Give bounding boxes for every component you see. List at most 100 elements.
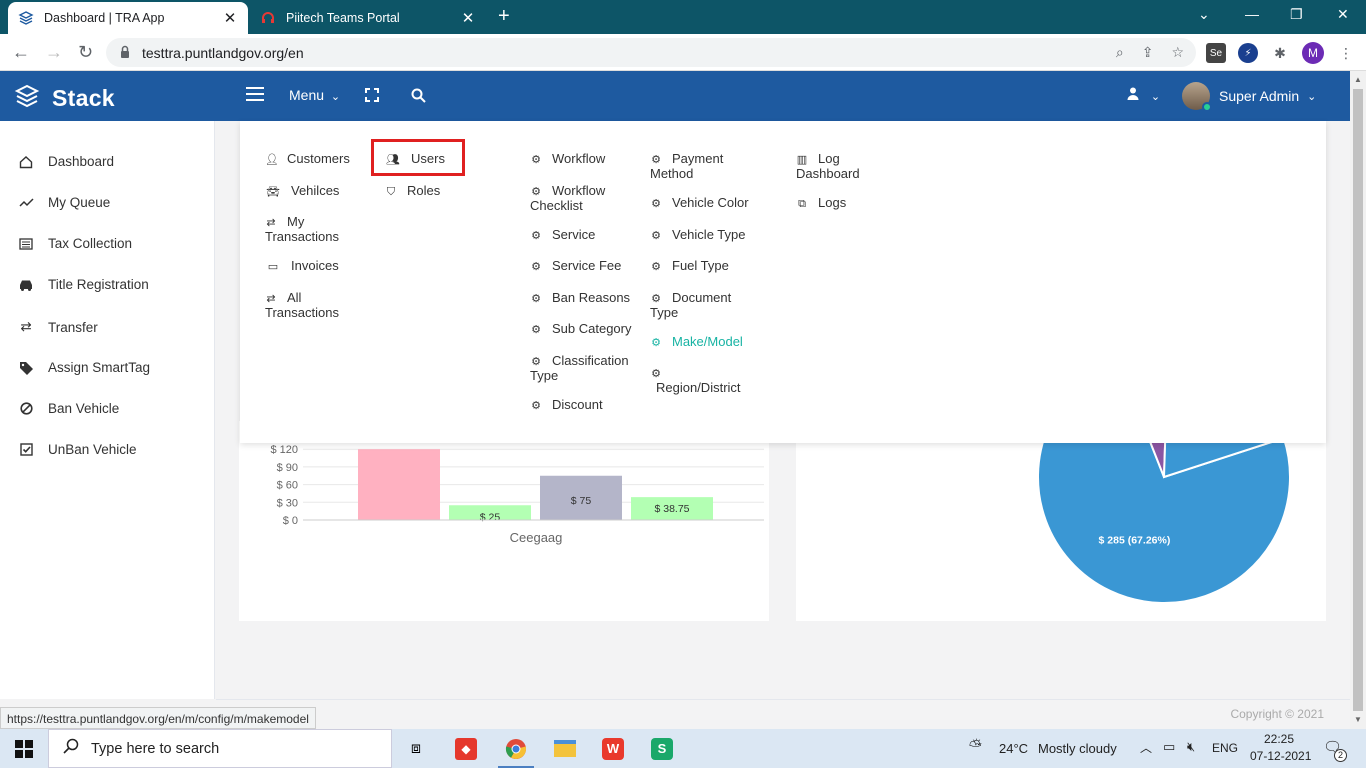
menu-item-label: Region/District (656, 380, 741, 395)
volume-muted-icon[interactable]: 🔇︎ (1187, 739, 1196, 754)
clock-time[interactable]: 22:25 (1264, 732, 1295, 746)
menu-item-document-type[interactable]: ⚙ Document Type (650, 291, 731, 319)
menu-item-label: Transactions (265, 305, 339, 320)
new-tab-button[interactable]: + (498, 5, 510, 27)
brand[interactable]: Stack (14, 83, 115, 114)
url-text: testtra.puntlandgov.org/en (142, 45, 304, 61)
sidebar-item-tax-collection[interactable]: Tax Collection (18, 236, 132, 251)
bookmark-star-icon[interactable]: ☆ (1171, 44, 1184, 60)
menu-item-customers[interactable]: 👤︎ Customers (265, 152, 350, 167)
tray-chevron-up-icon[interactable]: ︿ (1140, 741, 1153, 755)
menu-item-label: Payment (672, 151, 724, 166)
fullscreen-icon[interactable] (365, 88, 379, 107)
taskbar-app-wps[interactable]: W (589, 729, 637, 768)
search-icon (63, 738, 79, 759)
scroll-down-arrow[interactable]: ▼ (1354, 715, 1362, 724)
close-icon[interactable]: ✕ (223, 10, 237, 27)
search-icon[interactable] (411, 88, 426, 108)
menu-item-workflow[interactable]: ⚙ Workflow (530, 152, 605, 167)
taskbar-app-sheets[interactable]: S (638, 729, 686, 768)
sidebar-item-transfer[interactable]: ⇄ Transfer (18, 319, 97, 335)
share-icon[interactable]: ⇪ (1141, 44, 1154, 60)
menu-item-classification-type[interactable]: ⚙ Classification Type (530, 354, 629, 382)
clock-date[interactable]: 07-12-2021 (1250, 749, 1312, 763)
gear-icon: ⚙ (651, 293, 661, 305)
taskbar-app-anydesk[interactable]: ◆ (442, 729, 490, 768)
back-button[interactable]: ← (12, 42, 30, 62)
sidebar-item-title-registration[interactable]: Title Registration (18, 277, 149, 292)
minimize-button[interactable]: — (1245, 6, 1259, 22)
menu-item-sub-category[interactable]: ⚙ Sub Category (530, 322, 631, 337)
menu-item-my-transactions[interactable]: ⇄ My Transactions (265, 215, 339, 243)
menu-item-vehicles[interactable]: 🚘︎ Vehilces (265, 184, 339, 199)
menu-item-roles[interactable]: ⛉ Roles (385, 184, 440, 199)
menu-item-ban-reasons[interactable]: ⚙ Ban Reasons (530, 291, 630, 306)
menu-item-workflow-checklist[interactable]: ⚙ Workflow Checklist (530, 184, 605, 212)
taskbar-app-chrome[interactable] (492, 729, 540, 768)
task-view-button[interactable]: ⧈ (392, 729, 440, 768)
sidebar-item-my-queue[interactable]: My Queue (18, 195, 110, 210)
weather-temperature[interactable]: 24°C (999, 741, 1029, 756)
close-icon[interactable]: ✕ (461, 10, 475, 27)
menu-item-log-dashboard[interactable]: ▥ Log Dashboard (796, 152, 860, 180)
menu-item-all-transactions[interactable]: ⇄ All Transactions (265, 291, 339, 319)
reload-button[interactable]: ↻ (78, 42, 94, 62)
scrollbar[interactable]: ▲ ▼ (1350, 71, 1366, 729)
scroll-up-arrow[interactable]: ▲ (1354, 75, 1362, 84)
menu-item-label: Ban Reasons (552, 290, 631, 305)
menu-item-label: Logs (818, 195, 847, 210)
sidebar-item-dashboard[interactable]: Dashboard (18, 154, 114, 169)
sidebar-item-ban-vehicle[interactable]: Ban Vehicle (18, 401, 119, 416)
lightning-extension-icon[interactable]: ⚡ (1238, 43, 1258, 63)
restore-button[interactable]: ❐ (1290, 6, 1303, 22)
menu-item-label: Type (650, 305, 679, 320)
network-icon[interactable]: ▭ (1163, 739, 1176, 754)
taskbar-search-input[interactable]: Type here to search (48, 729, 392, 768)
menu-item-users[interactable]: 👥︎ Users (385, 152, 445, 167)
window-close-button[interactable]: ✕ (1337, 6, 1349, 22)
bar-data-label: $ 38.75 (654, 503, 689, 515)
menu-item-make-model[interactable]: ⚙ Make/Model (650, 335, 743, 350)
scrollbar-thumb[interactable] (1353, 89, 1363, 711)
sidebar-item-label: Title Registration (48, 277, 149, 292)
copy-icon: ⧉ (798, 198, 806, 210)
forward-button[interactable]: → (45, 42, 63, 62)
gear-icon: ⚙ (531, 293, 541, 305)
chevron-down-icon: ⌄ (330, 91, 341, 103)
menu-item-invoices[interactable]: ▭ Invoices (265, 259, 339, 274)
selenium-extension-icon[interactable]: Se (1206, 43, 1226, 63)
sidebar-item-unban-vehicle[interactable]: UnBan Vehicle (18, 442, 137, 457)
menu-item-vehicle-color[interactable]: ⚙ Vehicle Color (650, 196, 749, 211)
hamburger-icon[interactable] (246, 87, 264, 105)
chevron-down-icon[interactable]: ⌄ (1198, 6, 1210, 22)
taskbar-app-file-explorer[interactable] (541, 729, 589, 768)
menu-item-fuel-type[interactable]: ⚙ Fuel Type (650, 259, 729, 274)
trend-icon (18, 197, 34, 208)
menu-item-discount[interactable]: ⚙ Discount (530, 398, 603, 413)
more-menu-icon[interactable]: ⋮ (1339, 44, 1353, 61)
browser-tab-teams[interactable]: Piitech Teams Portal ✕ (250, 2, 486, 34)
menu-item-region-district[interactable]: ⚙ Region/District (650, 366, 741, 395)
menu-dropdown-toggle[interactable]: Menu ⌄ (289, 87, 340, 103)
sidebar-item-assign-smarttag[interactable]: Assign SmartTag (18, 360, 150, 375)
zoom-icon[interactable]: ⌕ (1115, 44, 1124, 60)
weather-description[interactable]: Mostly cloudy (1038, 741, 1117, 756)
y-tick-label: $ 60 (277, 480, 298, 492)
user-menu-toggle[interactable]: ⌄ (1127, 87, 1160, 103)
puzzle-extensions-icon[interactable]: ✱ (1274, 44, 1286, 61)
pie-chart: $ 285 (67.26%)$ 25 (5.90%)$ 75 (17.70%) (1037, 350, 1291, 604)
windows-start-button[interactable] (0, 729, 48, 768)
profile-avatar[interactable]: M (1302, 42, 1324, 64)
menu-item-label: Log (818, 151, 840, 166)
menu-item-service-fee[interactable]: ⚙ Service Fee (530, 259, 621, 274)
language-indicator[interactable]: ENG (1212, 741, 1239, 755)
menu-item-logs[interactable]: ⧉ Logs (796, 196, 846, 211)
weather-cloud-icon[interactable]: ⛅︎ (969, 738, 982, 755)
menu-item-payment-method[interactable]: ⚙ Payment Method (650, 152, 723, 180)
wps-icon: W (602, 737, 624, 760)
browser-tab-dashboard[interactable]: Dashboard | TRA App ✕ (8, 2, 248, 34)
menu-item-vehicle-type[interactable]: ⚙ Vehicle Type (650, 228, 745, 243)
menu-item-service[interactable]: ⚙ Service (530, 228, 595, 243)
address-bar[interactable]: testtra.puntlandgov.org/en ⌕ ⇪ ☆ (106, 38, 1196, 67)
profile-menu[interactable]: Super Admin ⌄ (1182, 82, 1316, 112)
